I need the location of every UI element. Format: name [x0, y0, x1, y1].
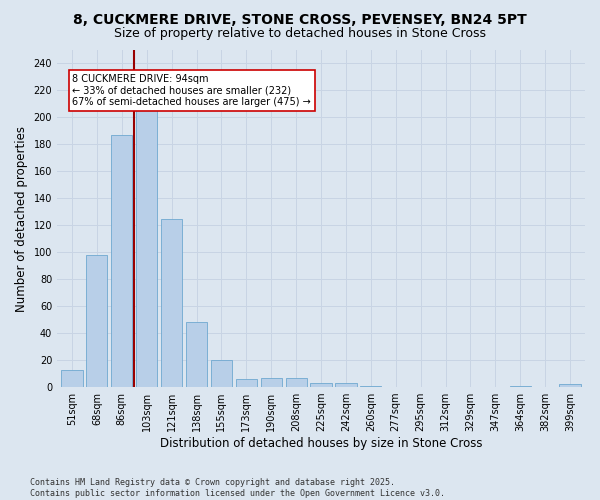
Bar: [111, 135, 133, 387]
Bar: [86, 255, 107, 387]
Text: 8, CUCKMERE DRIVE, STONE CROSS, PEVENSEY, BN24 5PT: 8, CUCKMERE DRIVE, STONE CROSS, PEVENSEY…: [73, 12, 527, 26]
Bar: [360, 386, 382, 387]
Bar: [286, 378, 307, 387]
Bar: [260, 378, 282, 387]
Text: Size of property relative to detached houses in Stone Cross: Size of property relative to detached ho…: [114, 28, 486, 40]
Y-axis label: Number of detached properties: Number of detached properties: [15, 126, 28, 312]
Text: Contains HM Land Registry data © Crown copyright and database right 2025.
Contai: Contains HM Land Registry data © Crown c…: [30, 478, 445, 498]
Bar: [335, 383, 356, 387]
Text: 8 CUCKMERE DRIVE: 94sqm
← 33% of detached houses are smaller (232)
67% of semi-d: 8 CUCKMERE DRIVE: 94sqm ← 33% of detache…: [73, 74, 311, 108]
Bar: [211, 360, 232, 387]
X-axis label: Distribution of detached houses by size in Stone Cross: Distribution of detached houses by size …: [160, 437, 482, 450]
Bar: [509, 386, 531, 387]
Bar: [61, 370, 83, 387]
Bar: [310, 383, 332, 387]
Bar: [161, 218, 182, 387]
Bar: [559, 384, 581, 387]
Bar: [136, 97, 157, 387]
Bar: [186, 322, 207, 387]
Bar: [236, 379, 257, 387]
